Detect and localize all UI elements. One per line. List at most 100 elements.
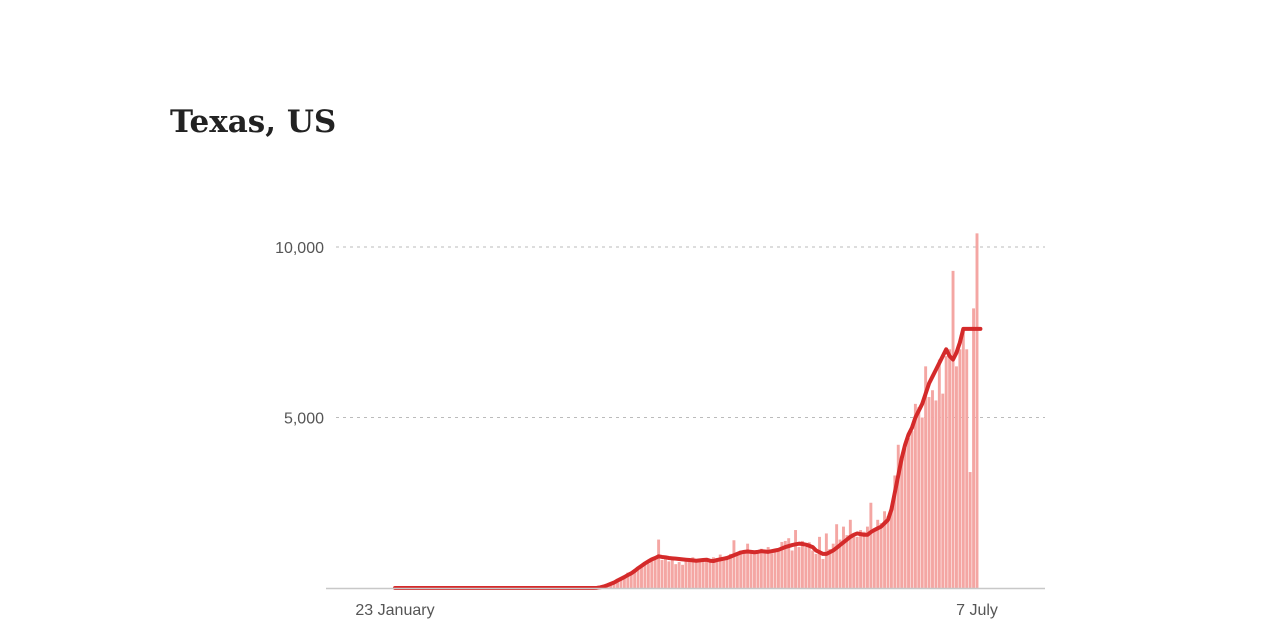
bar: [941, 393, 945, 588]
bar: [835, 524, 839, 588]
bar: [674, 564, 678, 588]
bar: [814, 553, 818, 588]
bar: [732, 540, 736, 588]
bar: [968, 472, 972, 588]
bar: [612, 582, 616, 588]
bar: [913, 403, 917, 588]
bar: [907, 437, 910, 588]
bar: [633, 570, 637, 588]
bar: [735, 553, 739, 588]
bar: [609, 584, 613, 588]
bar: [958, 349, 962, 588]
bar: [653, 558, 657, 588]
bar: [626, 572, 630, 588]
bar: [749, 552, 753, 588]
bar: [855, 536, 859, 588]
bar: [687, 559, 691, 588]
bar: [924, 366, 928, 588]
bar: [756, 551, 760, 588]
bar: [691, 557, 695, 588]
bar: [955, 366, 958, 588]
bar: [776, 549, 780, 588]
bar: [677, 562, 681, 588]
bar: [739, 550, 743, 588]
bar: [698, 560, 702, 588]
bar: [797, 547, 801, 588]
bar: [859, 530, 863, 588]
bar: [708, 560, 712, 588]
bar: [636, 567, 640, 588]
bar: [705, 559, 708, 588]
bar: [694, 562, 698, 588]
bar: [824, 533, 828, 588]
bar: [934, 400, 938, 588]
bar: [780, 541, 784, 588]
bar: [729, 553, 732, 588]
bar: [920, 417, 924, 588]
bar: [715, 558, 719, 588]
bar: [927, 397, 931, 588]
bar: [746, 543, 750, 588]
bar: [879, 523, 883, 588]
bar: [619, 579, 623, 588]
bar: [975, 233, 979, 589]
bar: [684, 560, 688, 588]
bar: [937, 359, 941, 588]
bar: [944, 356, 948, 588]
bar: [889, 506, 893, 588]
bar: [821, 559, 825, 588]
bar: [622, 576, 626, 588]
bar: [869, 502, 873, 588]
bar: [828, 549, 832, 588]
bar: [643, 564, 647, 588]
bar: [910, 431, 914, 588]
bar: [872, 530, 876, 588]
y-tick-label: 5,000: [284, 411, 324, 428]
bar: [831, 543, 835, 588]
bar: [629, 573, 633, 588]
bar: [718, 554, 722, 588]
bar: [766, 547, 770, 588]
y-tick-label: 10,000: [275, 240, 324, 257]
bar: [722, 559, 726, 588]
bar: [657, 539, 661, 588]
bar: [753, 550, 756, 588]
bar: [725, 555, 729, 588]
bar: [961, 332, 965, 588]
bar: [852, 533, 856, 588]
bar: [896, 444, 900, 588]
bar: [804, 547, 808, 588]
bar: [811, 550, 815, 588]
bar: [763, 551, 767, 588]
bar: [883, 511, 887, 588]
bar: [773, 550, 777, 588]
bar: [862, 531, 866, 588]
bar: [650, 560, 654, 588]
bar: [670, 560, 674, 588]
bar: [900, 458, 904, 588]
bar: [876, 519, 880, 588]
bar: [838, 539, 842, 588]
bar: [886, 516, 890, 588]
bar: [948, 349, 952, 588]
bar: [794, 530, 798, 588]
x-tick-label: 7 July: [956, 602, 998, 619]
bar: [972, 308, 976, 588]
bar: [865, 526, 869, 588]
bar: [842, 526, 845, 588]
bar: [903, 448, 907, 588]
bar: [711, 557, 715, 588]
bar: [640, 565, 643, 588]
bar: [616, 580, 619, 588]
bar: [790, 550, 794, 588]
bar: [965, 349, 969, 588]
chart-title: Texas, US: [170, 104, 337, 140]
bar: [646, 563, 650, 588]
x-tick-label: 23 January: [355, 602, 434, 619]
daily-bars: [595, 233, 979, 589]
bar: [770, 553, 774, 588]
bar: [917, 407, 921, 588]
bar: [807, 542, 811, 588]
bar: [845, 535, 849, 588]
